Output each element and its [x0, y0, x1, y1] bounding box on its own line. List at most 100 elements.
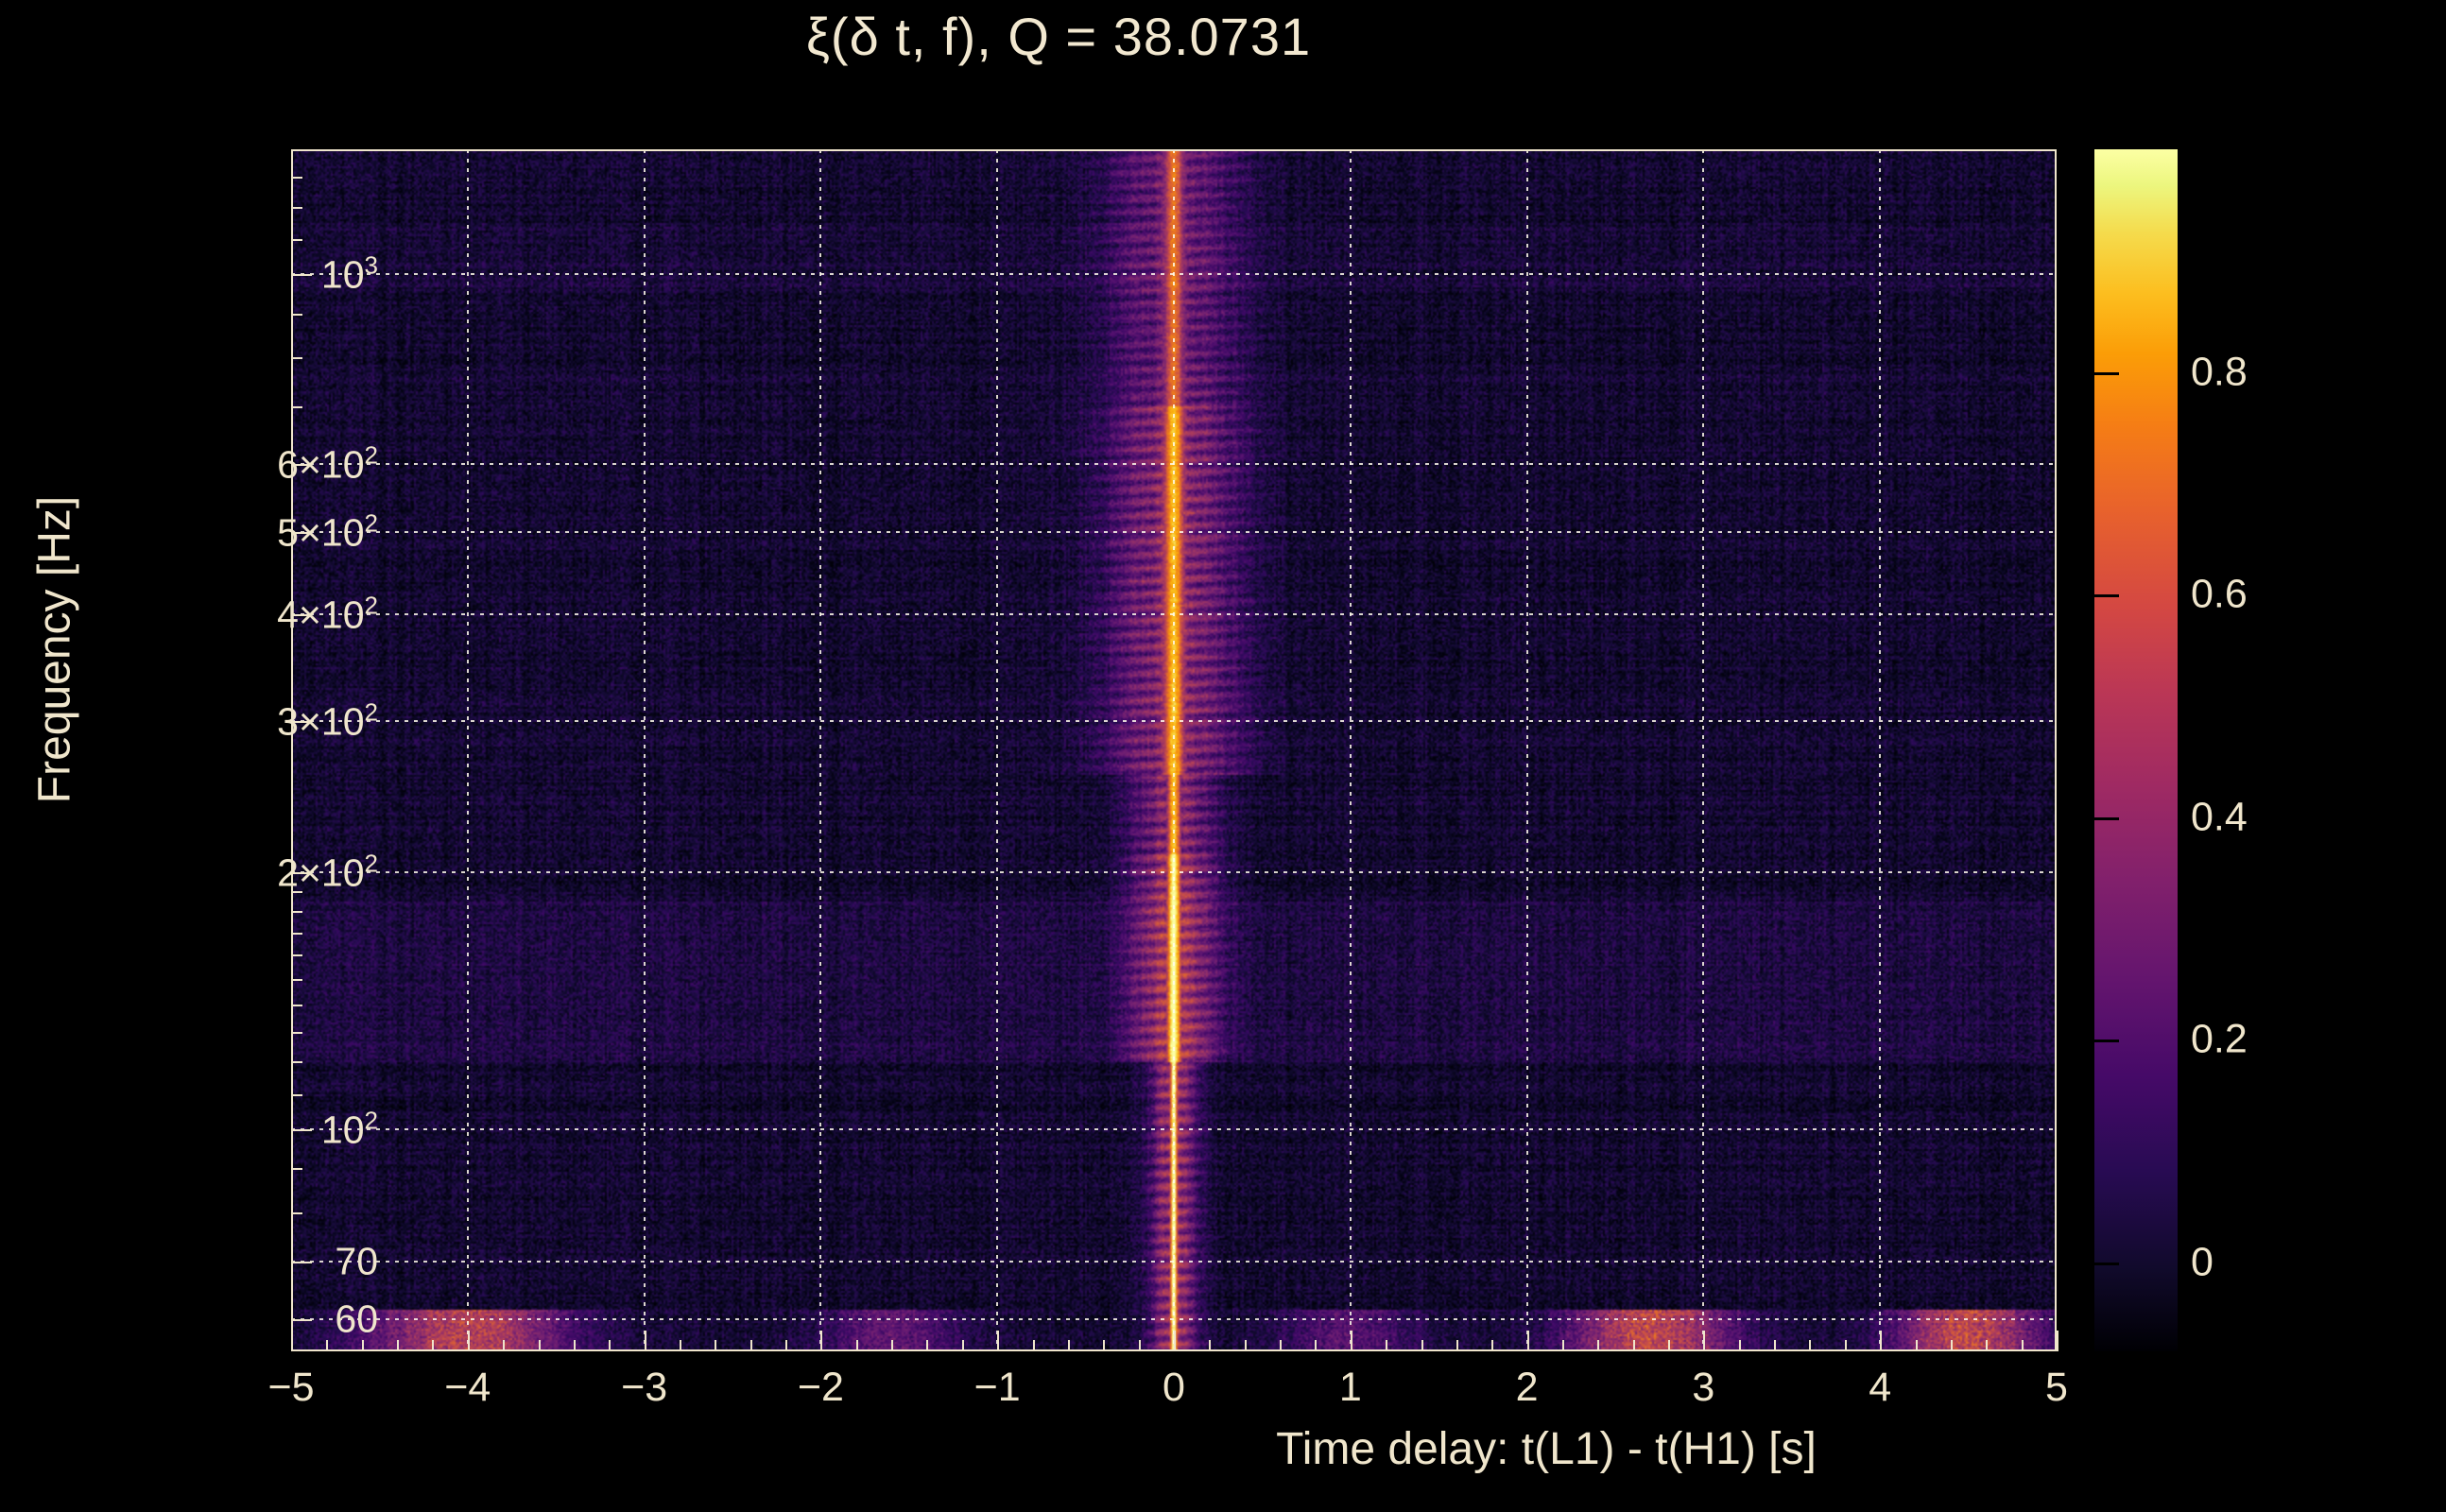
x-tick-mark-minor: [1209, 1340, 1212, 1351]
x-tick-mark-minor: [1315, 1340, 1318, 1351]
y-tick-mark-minor: [291, 1168, 302, 1171]
x-tick-mark: [997, 1331, 1000, 1351]
y-tick-mark-minor: [291, 1093, 302, 1096]
gridline-vertical: [1173, 149, 1175, 1351]
x-tick-mark-minor: [1561, 1340, 1564, 1351]
x-tick-label: −3: [621, 1365, 668, 1410]
x-tick-mark-minor: [503, 1340, 506, 1351]
colorbar-tick-mark: [2094, 594, 2119, 598]
x-tick-mark-minor: [1632, 1340, 1635, 1351]
gridlines: [291, 149, 2057, 1351]
x-tick-mark-minor: [397, 1340, 400, 1351]
y-tick-label: 4×102: [277, 591, 378, 637]
x-tick-mark: [820, 1331, 823, 1351]
x-tick-label: 4: [1869, 1365, 1892, 1410]
x-tick-label: −4: [444, 1365, 491, 1410]
gridline-vertical: [466, 149, 469, 1351]
gridline-horizontal: [291, 530, 2057, 533]
y-tick-mark-minor: [291, 890, 302, 893]
x-tick-mark-minor: [1067, 1340, 1070, 1351]
y-tick-label: 102: [320, 1106, 378, 1152]
x-tick-mark-minor: [785, 1340, 788, 1351]
gridline-vertical: [996, 149, 999, 1351]
y-tick-mark-minor: [291, 1262, 302, 1264]
x-tick-mark-minor: [1103, 1340, 1106, 1351]
x-tick-label: −2: [797, 1365, 844, 1410]
y-tick-label: 70: [335, 1239, 378, 1283]
x-tick-mark: [467, 1331, 470, 1351]
y-tick-label: 6×102: [277, 440, 378, 487]
colorbar-tick-label: 0.6: [2191, 571, 2248, 617]
y-tick-mark-minor: [291, 1211, 302, 1214]
colorbar-tick-label: 0.8: [2191, 349, 2248, 395]
y-tick-mark-minor: [291, 871, 302, 874]
x-tick-mark-minor: [1280, 1340, 1283, 1351]
x-tick-mark: [644, 1331, 646, 1351]
gridline-horizontal: [291, 462, 2057, 465]
gridline-vertical: [2056, 149, 2057, 1351]
x-tick-mark-minor: [1386, 1340, 1388, 1351]
x-tick-mark: [2057, 1331, 2058, 1351]
gridline-horizontal: [291, 720, 2057, 723]
x-tick-mark-minor: [1915, 1340, 1918, 1351]
colorbar-tick-mark: [2094, 816, 2119, 820]
gridline-horizontal: [291, 613, 2057, 616]
x-tick-mark-minor: [1138, 1340, 1141, 1351]
x-tick-mark-minor: [855, 1340, 858, 1351]
y-tick-mark-minor: [291, 721, 302, 724]
x-axis-title: Time delay: t(L1) - t(H1) [s]: [1276, 1424, 1817, 1474]
gridline-vertical: [1879, 149, 1882, 1351]
x-tick-mark-minor: [715, 1340, 717, 1351]
colorbar-tick-mark: [2094, 371, 2119, 375]
gridline-horizontal: [291, 1261, 2057, 1263]
x-tick-mark-minor: [1597, 1340, 1600, 1351]
y-tick-label: 60: [335, 1297, 378, 1341]
x-tick-label: 3: [1692, 1365, 1715, 1410]
y-tick-mark-minor: [291, 954, 302, 957]
y-tick-mark-minor: [291, 978, 302, 981]
x-tick-mark-minor: [538, 1340, 541, 1351]
gridline-vertical: [1349, 149, 1352, 1351]
x-tick-mark: [1174, 1331, 1176, 1351]
x-tick-label: 1: [1338, 1365, 1362, 1410]
figure-title: ξ(δ t, f), Q = 38.0731: [805, 7, 1312, 66]
colorbar-gradient: [2094, 149, 2178, 1351]
colorbar-tick-mark: [2094, 1262, 2119, 1265]
gridline-vertical: [291, 149, 292, 1351]
y-tick-mark-minor: [291, 1061, 302, 1064]
y-tick-mark-minor: [291, 356, 302, 359]
x-tick-mark: [1703, 1331, 1706, 1351]
gridline-vertical: [1525, 149, 1528, 1351]
x-tick-mark: [1526, 1331, 1529, 1351]
x-tick-mark-minor: [361, 1340, 364, 1351]
x-tick-label: −5: [267, 1365, 315, 1410]
y-tick-label: 103: [320, 250, 378, 297]
x-tick-mark-minor: [2021, 1340, 2024, 1351]
x-tick-mark: [291, 1331, 293, 1351]
gridline-vertical: [819, 149, 822, 1351]
x-tick-mark-minor: [1738, 1340, 1741, 1351]
x-tick-label: 0: [1163, 1365, 1185, 1410]
x-tick-mark: [1350, 1331, 1352, 1351]
spectrogram-plot-area: [291, 149, 2057, 1351]
y-tick-mark-minor: [291, 406, 302, 409]
x-tick-mark-minor: [1244, 1340, 1247, 1351]
gridline-vertical: [643, 149, 646, 1351]
y-tick-mark-minor: [291, 177, 302, 180]
gridline-horizontal: [291, 273, 2057, 276]
x-tick-mark-minor: [1491, 1340, 1494, 1351]
x-tick-mark-minor: [1986, 1340, 1989, 1351]
x-tick-label: 5: [2045, 1365, 2068, 1410]
gridline-horizontal: [291, 870, 2057, 873]
x-tick-mark-minor: [891, 1340, 894, 1351]
x-tick-label: 2: [1515, 1365, 1539, 1410]
x-tick-mark-minor: [326, 1340, 329, 1351]
colorbar-tick-label: 0.4: [2191, 794, 2248, 840]
x-tick-mark-minor: [1950, 1340, 1953, 1351]
x-tick-mark-minor: [1844, 1340, 1847, 1351]
x-tick-mark-minor: [1774, 1340, 1777, 1351]
x-tick-mark-minor: [1668, 1340, 1671, 1351]
y-tick-mark-minor: [291, 1004, 302, 1006]
y-axis-title: Frequency [Hz]: [29, 495, 80, 804]
y-tick-mark-minor: [291, 614, 302, 617]
